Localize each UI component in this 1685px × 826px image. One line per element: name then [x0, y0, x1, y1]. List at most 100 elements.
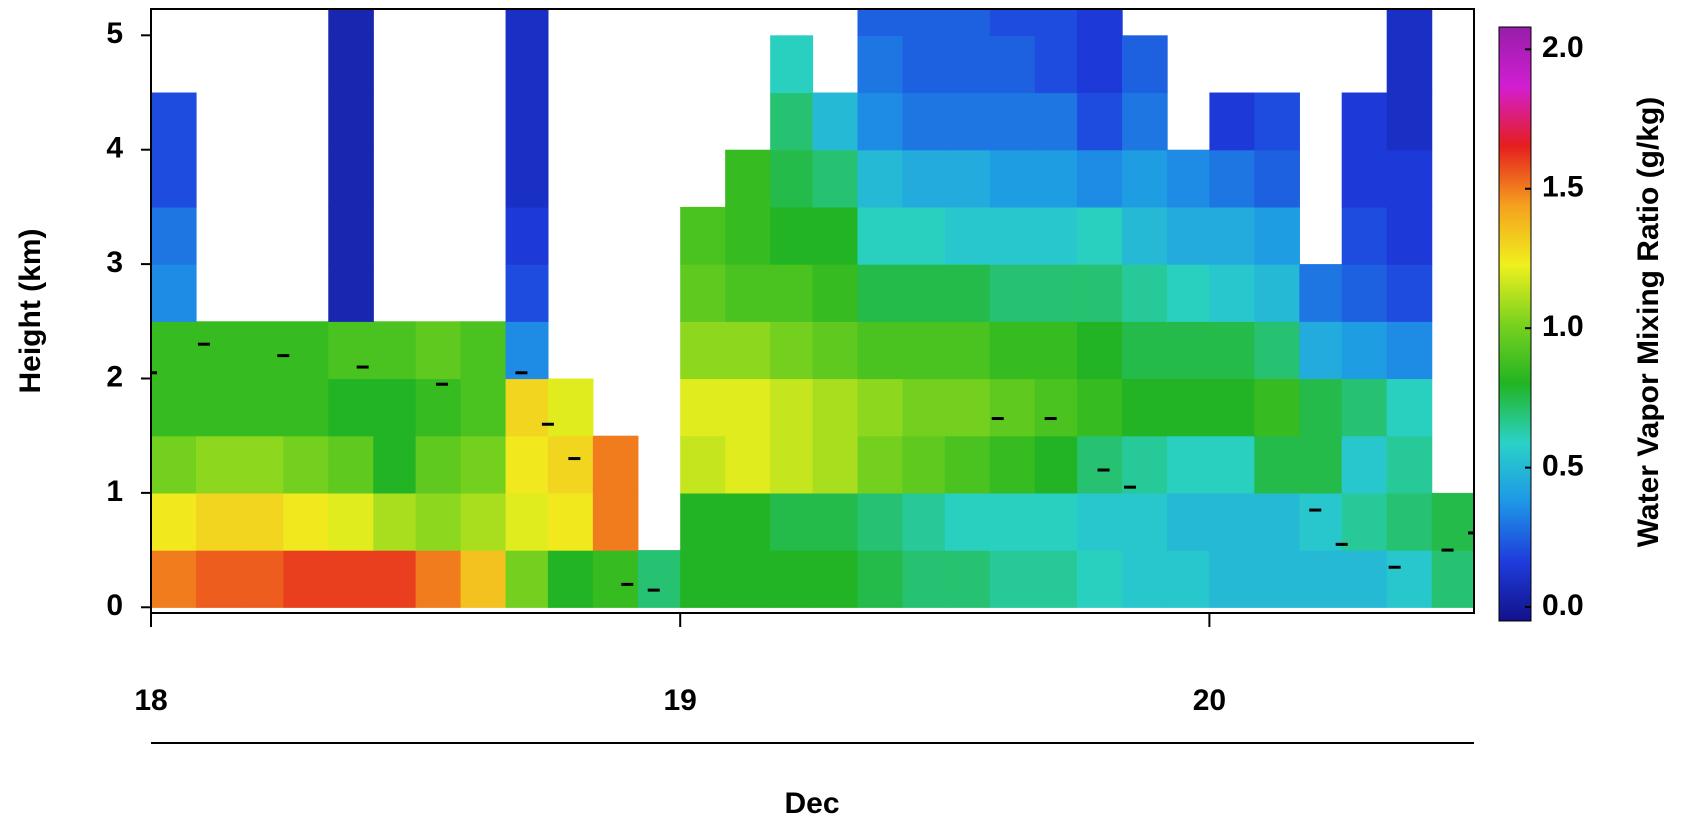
heat-cell: [902, 264, 946, 322]
marker: [1388, 565, 1401, 569]
heat-cell: [1341, 378, 1388, 437]
heat-cell: [1077, 321, 1123, 380]
heat-cell: [770, 92, 814, 151]
heat-cell: [1386, 435, 1433, 494]
heat-cell: [1167, 321, 1210, 380]
heat-cell: [857, 92, 904, 151]
heat-cell: [812, 378, 859, 437]
heat-cell: [1209, 321, 1255, 380]
heat-cell: [725, 321, 771, 380]
heat-cell: [151, 435, 197, 494]
heat-cell: [1254, 92, 1300, 151]
heat-cell: [944, 264, 991, 322]
heat-cell: [460, 321, 507, 380]
heat-cell: [505, 435, 549, 494]
heat-cell: [505, 321, 549, 380]
heat-cell: [151, 321, 197, 380]
heat-cell: [1431, 550, 1474, 608]
marker: [621, 582, 634, 586]
heat-cell: [592, 435, 639, 494]
heat-cell: [240, 321, 284, 380]
heat-cell: [812, 435, 859, 494]
heat-cell: [195, 378, 242, 437]
heat-cell: [1167, 550, 1210, 608]
heat-cell: [944, 9, 991, 36]
heat-cell: [944, 92, 991, 151]
heat-cell: [902, 9, 946, 36]
heat-cell: [902, 149, 946, 208]
heat-cell: [1077, 206, 1123, 265]
heat-cell: [812, 206, 859, 265]
heat-cell: [1341, 492, 1388, 551]
heat-cell: [283, 492, 329, 551]
x-tick-label: 20: [1193, 684, 1226, 717]
y-tick-label: 0: [106, 589, 123, 622]
heat-cell: [195, 435, 242, 494]
heat-cell: [902, 550, 946, 608]
heat-cell: [373, 321, 417, 380]
marker: [1468, 531, 1474, 535]
heat-cell: [1034, 435, 1078, 494]
heat-cell: [944, 149, 991, 208]
marker: [1335, 542, 1348, 546]
heat-cell: [725, 264, 771, 322]
heat-cell: [1034, 149, 1078, 208]
heat-cell: [812, 550, 859, 608]
heat-cell: [680, 264, 726, 322]
marker: [515, 371, 528, 375]
heat-cell: [328, 264, 374, 322]
heat-cell: [770, 492, 814, 551]
heat-cell: [1077, 378, 1123, 437]
heat-cell: [989, 149, 1036, 208]
plot-frame: [150, 8, 1475, 614]
heat-cell: [328, 435, 374, 494]
heat-cell: [680, 550, 726, 608]
heat-cell: [1077, 435, 1123, 494]
heat-cell: [902, 492, 946, 551]
heat-cell: [680, 321, 726, 380]
heat-cell: [195, 492, 242, 551]
heat-cell: [415, 492, 462, 551]
heat-cell: [989, 9, 1036, 36]
heat-cell: [592, 550, 639, 608]
colorbar: [1498, 26, 1532, 622]
heat-cell: [1209, 492, 1255, 551]
heat-cell: [1299, 321, 1343, 380]
heat-cell: [944, 435, 991, 494]
marker: [541, 422, 554, 426]
heat-cell: [770, 206, 814, 265]
y-tick-label: 1: [106, 475, 123, 508]
heat-cell: [283, 435, 329, 494]
heat-cell: [1209, 435, 1255, 494]
heat-cell: [415, 435, 462, 494]
heat-cell: [989, 550, 1036, 608]
heat-cell: [1254, 492, 1300, 551]
heat-cell: [1209, 149, 1255, 208]
marker: [277, 354, 290, 358]
heat-cell: [1167, 435, 1210, 494]
heat-cell: [812, 264, 859, 322]
heat-cell: [1034, 206, 1078, 265]
heat-cell: [505, 35, 549, 94]
heat-cell: [1077, 92, 1123, 151]
heat-cell: [944, 35, 991, 94]
heat-cell: [328, 378, 374, 437]
heat-cell: [989, 378, 1036, 437]
heat-cell: [283, 378, 329, 437]
heat-cell: [328, 550, 374, 608]
heat-cell: [547, 550, 594, 608]
heat-cell: [547, 378, 594, 437]
heat-cell: [1386, 9, 1433, 36]
heat-cell: [1386, 92, 1433, 151]
heat-cell: [1209, 550, 1255, 608]
heat-cell: [505, 264, 549, 322]
heat-cell: [328, 9, 374, 36]
heat-cell: [680, 435, 726, 494]
heat-cell: [283, 550, 329, 608]
heat-cell: [812, 149, 859, 208]
heat-cell: [1299, 435, 1343, 494]
heat-cell: [1299, 378, 1343, 437]
heat-cell: [592, 492, 639, 551]
heat-cell: [770, 321, 814, 380]
heat-cell: [1122, 92, 1168, 151]
